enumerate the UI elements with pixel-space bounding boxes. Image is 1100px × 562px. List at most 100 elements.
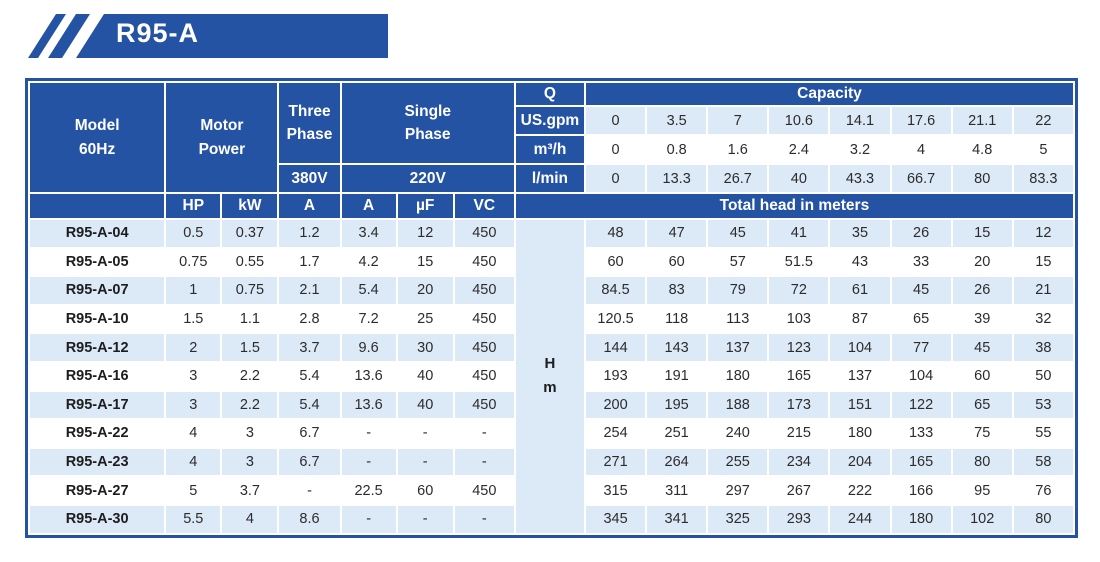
- uf-value-cell: 40: [397, 391, 453, 419]
- total-head-value-cell: 38: [1013, 334, 1073, 361]
- hp-value-cell: 0.5: [166, 220, 221, 247]
- sub-header-model-spacer: [30, 194, 165, 218]
- total-head-value-cell: 120.5: [585, 305, 646, 333]
- total-head-value-cell: 102: [952, 505, 1012, 533]
- model-name-cell: R95-A-22: [30, 420, 165, 447]
- total-head-value-cell: 151: [830, 391, 890, 419]
- pump-spec-table: Model 60Hz Motor Power Three Phase Singl…: [25, 78, 1078, 538]
- a220-value-cell: 9.6: [341, 334, 396, 361]
- capacity-value-cell: 83.3: [1013, 165, 1073, 192]
- total-head-value-cell: 204: [830, 448, 890, 476]
- total-head-value-cell: 293: [769, 505, 829, 533]
- unit-label-m3h: m³/h: [515, 136, 584, 163]
- table-row: R95-A-30 5.5 4 8.6- - -345 341 325 293 244 180 102 8…: [30, 505, 1073, 533]
- total-head-value-cell: 341: [647, 505, 707, 533]
- capacity-value-cell: 4: [891, 136, 951, 163]
- badge-stripes-icon: [28, 14, 388, 58]
- capacity-value-cell: 0: [585, 165, 646, 192]
- total-head-value-cell: 133: [891, 420, 951, 447]
- capacity-value-cell: 40: [769, 165, 829, 192]
- a380-value-cell: 5.4: [279, 391, 340, 419]
- table-row: R95-A-05 0.75 0.55 1.7 4.2 15 450 60 60 57 51.5 43 3…: [30, 248, 1073, 276]
- model-series-badge: R95-A: [28, 14, 388, 58]
- total-head-value-cell: 41: [769, 220, 829, 247]
- hp-value-cell: 5: [166, 477, 221, 504]
- model-name-cell: R95-A-23: [30, 448, 165, 476]
- vc-value-cell: 450: [454, 248, 514, 276]
- total-head-value-cell: 12: [1013, 220, 1073, 247]
- capacity-value-cell: 22: [1013, 107, 1073, 134]
- uf-value-cell: 25: [397, 305, 453, 333]
- kw-value-cell: 3: [222, 448, 278, 476]
- total-head-value-cell: 72: [769, 277, 829, 304]
- vc-value-cell: 450: [454, 362, 514, 390]
- a380-value-cell: 6.7: [279, 448, 340, 476]
- table-row: R95-A-07 1 0.75 2.1 5.4 20 450 84.5 83 79 72 61 45 26…: [30, 277, 1073, 304]
- total-head-value-cell: 180: [891, 505, 951, 533]
- total-head-value-cell: 188: [708, 391, 768, 419]
- total-head-value-cell: 103: [769, 305, 829, 333]
- sub-header-a-220: A: [341, 194, 396, 218]
- total-head-value-cell: 21: [1013, 277, 1073, 304]
- hp-value-cell: 1.5: [166, 305, 221, 333]
- capacity-value-cell: 66.7: [891, 165, 951, 192]
- kw-value-cell: 1.5: [222, 334, 278, 361]
- total-head-value-cell: 45: [708, 220, 768, 247]
- total-head-value-cell: 87: [830, 305, 890, 333]
- table-row: R95-A-27 5 3.7-22.5 60 450 315 311 297 267 222 166…: [30, 477, 1073, 504]
- total-head-value-cell: 165: [891, 448, 951, 476]
- kw-value-cell: 2.2: [222, 362, 278, 390]
- sub-header-hp: HP: [166, 194, 221, 218]
- capacity-value-cell: 0: [585, 136, 646, 163]
- total-head-value-cell: 15: [1013, 248, 1073, 276]
- col-header-capacity: Capacity: [585, 83, 1073, 105]
- total-head-value-cell: 39: [952, 305, 1012, 333]
- total-head-value-cell: 15: [952, 220, 1012, 247]
- single-phase-line2: Phase: [404, 126, 451, 143]
- total-head-value-cell: 61: [830, 277, 890, 304]
- total-head-value-cell: 255: [708, 448, 768, 476]
- total-head-value-cell: 33: [891, 248, 951, 276]
- kw-value-cell: 0.37: [222, 220, 278, 247]
- kw-value-cell: 2.2: [222, 391, 278, 419]
- model-name-cell: R95-A-17: [30, 391, 165, 419]
- capacity-value-cell: 4.8: [952, 136, 1012, 163]
- head-unit-line2: m: [543, 379, 557, 397]
- model-label-line2: 60Hz: [79, 140, 116, 158]
- table-row: R95-A-22 4 3 6.7- - -254 251 240 215 180 133 75 55: [30, 420, 1073, 447]
- unit-label-lmin: l/min: [515, 165, 584, 192]
- total-head-value-cell: 79: [708, 277, 768, 304]
- capacity-value-cell: 43.3: [830, 165, 890, 192]
- capacity-value-cell: 13.3: [647, 165, 707, 192]
- uf-value-cell: 12: [397, 220, 453, 247]
- capacity-value-cell: 1.6: [708, 136, 768, 163]
- total-head-value-cell: 222: [830, 477, 890, 504]
- uf-value-cell: 40: [397, 362, 453, 390]
- capacity-value-cell: 80: [952, 165, 1012, 192]
- uf-value-cell: 60: [397, 477, 453, 504]
- col-header-q: Q: [515, 83, 584, 105]
- col-header-model: Model 60Hz: [30, 83, 165, 192]
- total-head-value-cell: 45: [952, 334, 1012, 361]
- col-header-three-phase: Three Phase: [279, 83, 340, 163]
- vc-value-cell: 450: [454, 391, 514, 419]
- a220-value-cell: -: [341, 448, 396, 476]
- uf-value-cell: -: [397, 505, 453, 533]
- kw-value-cell: 0.55: [222, 248, 278, 276]
- capacity-value-cell: 3.5: [647, 107, 707, 134]
- kw-value-cell: 3: [222, 420, 278, 447]
- total-head-value-cell: 47: [647, 220, 707, 247]
- head-unit-line1: H: [544, 355, 556, 373]
- total-head-value-cell: 244: [830, 505, 890, 533]
- model-name-cell: R95-A-16: [30, 362, 165, 390]
- a380-value-cell: -: [279, 477, 340, 504]
- total-head-value-cell: 53: [1013, 391, 1073, 419]
- model-name-cell: R95-A-12: [30, 334, 165, 361]
- capacity-row-lmin: 380V 220V l/min 0 13.3 26.7 40 43.3 66.7 80 83.…: [30, 165, 1073, 192]
- total-head-value-cell: 144: [585, 334, 646, 361]
- total-head-value-cell: 104: [830, 334, 890, 361]
- capacity-row-usgpm: US.gpm 0 3.5 7 10.6 14.1 17.6 21.1 22: [30, 107, 1073, 134]
- total-head-value-cell: 43: [830, 248, 890, 276]
